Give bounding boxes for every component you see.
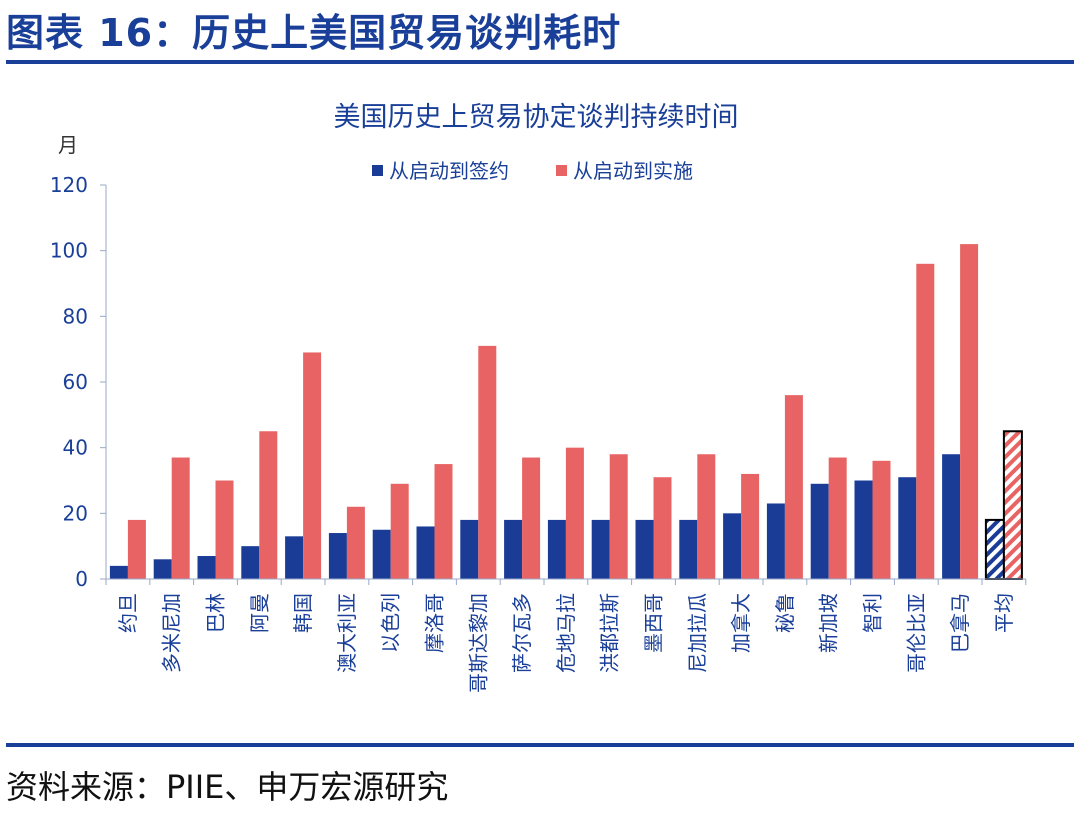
y-tick-label: 40	[63, 436, 88, 460]
bar-implementation	[346, 506, 365, 579]
x-axis: 约旦 多米尼加 巴林 阿曼 韩国 澳大利亚 以色列 摩洛哥 哥斯达黎加 萨尔瓦多 危地马拉 洪都拉斯墨…	[105, 578, 1027, 693]
bar-implementation	[171, 457, 190, 579]
bar-implementation	[127, 519, 146, 579]
x-tick-label: 哥伦比亚	[904, 593, 928, 673]
x-tick-label: 多米尼加	[160, 593, 184, 673]
bar-signing	[766, 503, 785, 579]
bar-signing	[153, 559, 172, 579]
bar-implementation	[434, 464, 453, 579]
bar-signing	[241, 546, 260, 579]
source-note: 资料来源：PIIE、申万宏源研究	[6, 768, 449, 806]
x-tick-label: 洪都拉斯	[598, 593, 622, 673]
bar-signing	[109, 565, 128, 579]
legend-label: 从启动到签约	[389, 159, 509, 183]
y-tick-label: 60	[63, 370, 88, 394]
x-tick-label: 尼加拉瓜	[685, 593, 709, 673]
chart-legend: 从启动到签约 从启动到实施	[372, 159, 693, 183]
bar-implementation	[390, 483, 409, 579]
bar-signing	[197, 556, 216, 579]
legend-swatch	[556, 165, 567, 176]
chart-title: 美国历史上贸易协定谈判持续时间	[334, 102, 739, 133]
bar-signing	[416, 526, 435, 579]
bar-implementation-average	[1002, 430, 1023, 580]
bar-chart: 美国历史上贸易协定谈判持续时间 月 从启动到签约 从启动到实施 0 20 40 60 80…	[50, 102, 1027, 693]
figure-title: 图表 16：历史上美国贸易谈判耗时	[6, 11, 622, 55]
x-tick-label: 澳大利亚	[335, 593, 359, 673]
bar-signing	[591, 519, 610, 579]
bar-implementation	[784, 395, 803, 579]
x-tick-label: 平均	[992, 593, 1016, 633]
bar-implementation	[215, 480, 234, 579]
y-tick-label: 80	[63, 304, 88, 328]
x-tick-label: 危地马拉	[554, 593, 578, 673]
bar-signing-average	[984, 518, 1005, 581]
bar-signing	[547, 519, 566, 579]
bar-signing	[372, 529, 391, 579]
bar-signing	[635, 519, 654, 579]
bar-implementation	[609, 454, 628, 579]
bar-implementation	[303, 352, 322, 579]
y-tick-label: 120	[50, 173, 88, 197]
bar-signing	[285, 536, 304, 579]
bar-signing	[810, 483, 829, 579]
x-tick-label: 韩国	[291, 593, 315, 633]
bar-implementation	[872, 460, 891, 579]
bar-implementation	[522, 457, 541, 579]
title-rule	[6, 60, 1074, 64]
footer-rule	[6, 743, 1074, 747]
bar-implementation	[565, 447, 584, 579]
x-tick-label: 加拿大	[729, 593, 753, 653]
bar-implementation	[741, 473, 760, 579]
x-tick-label: 巴林	[204, 593, 228, 633]
x-tick-label: 摩洛哥	[423, 593, 447, 653]
bar-signing	[898, 477, 917, 579]
y-tick-label: 20	[63, 501, 88, 525]
x-tick-label: 墨西哥	[642, 593, 666, 653]
bar-implementation	[259, 431, 278, 579]
legend-swatch	[372, 165, 383, 176]
bar-signing	[723, 513, 742, 579]
x-tick-label: 哥斯达黎加	[466, 593, 490, 693]
x-tick-label: 秘鲁	[773, 593, 797, 633]
bar-implementation	[653, 477, 672, 579]
x-tick-label: 智利	[861, 593, 885, 633]
y-axis-unit: 月	[58, 133, 78, 157]
x-tick-label: 萨尔瓦多	[510, 593, 534, 673]
legend-label: 从启动到实施	[573, 159, 693, 183]
x-tick-label: 新加坡	[817, 593, 841, 653]
bar-signing	[504, 519, 523, 579]
bar-signing	[942, 454, 961, 579]
x-tick-label: 阿曼	[247, 593, 271, 633]
bar-implementation	[697, 454, 716, 579]
bar-implementation	[478, 345, 497, 579]
y-tick-label: 100	[50, 239, 88, 263]
bar-implementation	[960, 244, 979, 579]
y-tick-label: 0	[75, 567, 88, 591]
x-tick-label: 以色列	[379, 593, 403, 653]
bar-signing	[854, 480, 873, 579]
x-tick-label: 约旦	[116, 593, 140, 633]
x-tick-label: 巴拿马	[948, 593, 972, 653]
bar-implementation	[916, 263, 935, 579]
bar-signing	[679, 519, 698, 579]
y-axis: 0 20 40 60 80 100 120	[50, 173, 107, 591]
bar-signing	[328, 533, 347, 579]
bar-signing	[460, 519, 479, 579]
bars	[109, 244, 1023, 581]
bar-implementation	[828, 457, 847, 579]
